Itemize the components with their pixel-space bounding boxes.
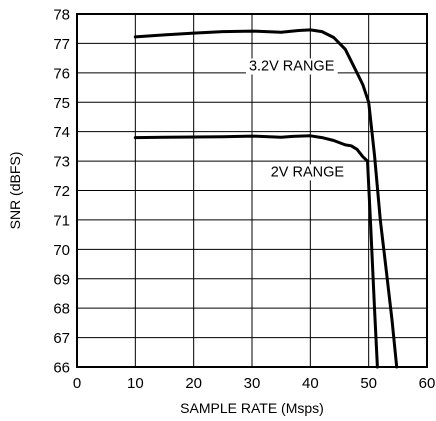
y-tick-label: 73	[53, 154, 70, 171]
y-tick-label: 76	[53, 65, 70, 82]
series-line-2v-range	[133, 134, 379, 369]
y-tick-label: 78	[53, 7, 70, 24]
y-tick-label: 74	[53, 124, 70, 141]
x-tick-label: 30	[244, 375, 261, 392]
x-tick-label: 50	[360, 375, 377, 392]
annotations: 3.2V RANGE 2V RANGE	[245, 58, 348, 181]
y-tick-label: 71	[53, 212, 70, 229]
y-tick-label: 69	[53, 271, 70, 288]
x-tick-label: 10	[127, 375, 144, 392]
y-axis-label: SNR (dBFS)	[7, 152, 23, 230]
y-tick-label: 77	[53, 36, 70, 53]
annotation-background	[267, 164, 348, 181]
series-line-3-2v-range	[133, 28, 399, 369]
y-tick-label: 68	[53, 301, 70, 318]
x-axis-label: SAMPLE RATE (Msps)	[180, 400, 324, 416]
y-tick-label: 72	[53, 183, 70, 200]
series-label-3-2v-range: 3.2V RANGE	[249, 58, 335, 74]
y-tick-label: 66	[53, 360, 70, 377]
data-series	[133, 28, 399, 369]
y-tick-label: 67	[53, 330, 70, 347]
plot-frame	[76, 13, 428, 368]
tick-labels: 0 10 20 30 40 50 60 66 67 68 69 70 71 72 73 74 75 76 77 78	[53, 7, 435, 393]
x-tick-label: 40	[302, 375, 319, 392]
y-tick-label: 70	[53, 242, 70, 259]
x-tick-label: 20	[185, 375, 202, 392]
x-tick-label: 0	[73, 375, 81, 392]
annotation-background	[245, 58, 338, 75]
x-tick-label: 60	[419, 375, 436, 392]
series-label-2v-range: 2V RANGE	[271, 164, 345, 180]
y-tick-label: 75	[53, 95, 70, 112]
